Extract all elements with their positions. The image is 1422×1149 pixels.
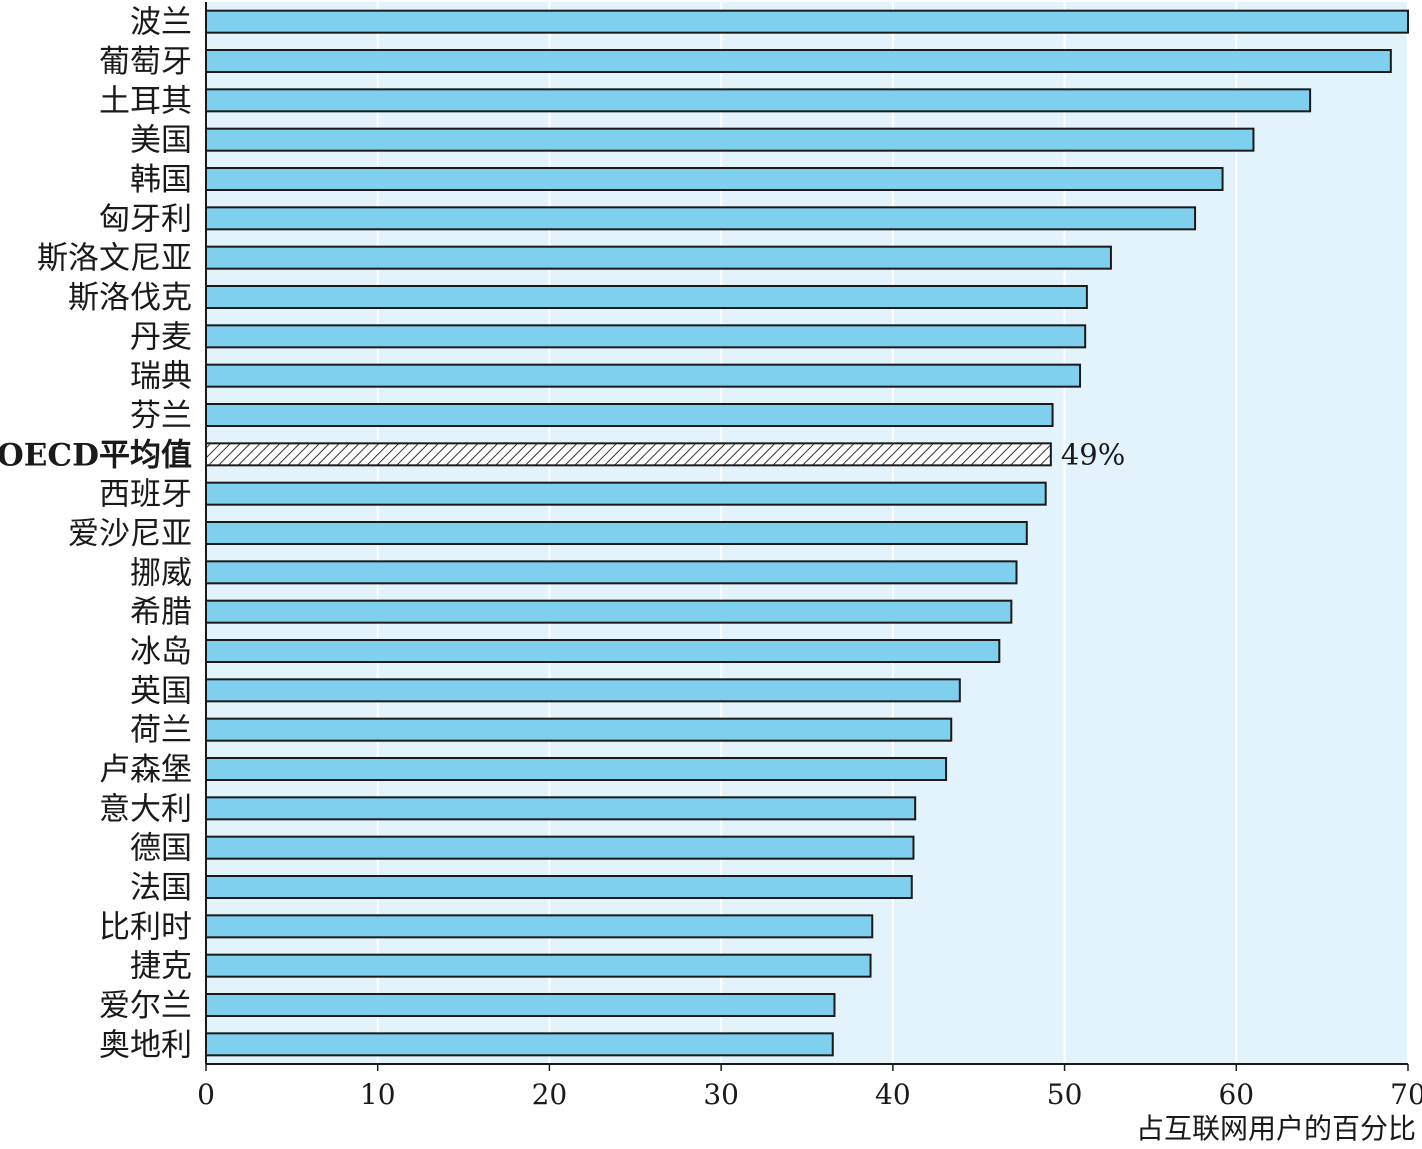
x-tick-label: 60 (1218, 1078, 1254, 1111)
category-label: 意大利 (99, 791, 192, 827)
category-label: 丹麦 (130, 319, 192, 355)
x-tick-label: 10 (360, 1078, 396, 1111)
bar (205, 9, 1409, 34)
bars (205, 9, 1409, 1057)
x-tick-label: 30 (703, 1078, 739, 1111)
category-label: 波兰 (130, 5, 192, 41)
bar (205, 521, 1028, 545)
bar (205, 599, 1013, 624)
category-label: 希腊 (130, 595, 192, 631)
category-label: 荷兰 (130, 713, 192, 749)
category-label: 英国 (130, 673, 192, 709)
category-label: 土耳其 (99, 83, 192, 119)
bar (205, 49, 1392, 73)
bar (205, 717, 953, 742)
x-tick-label: 40 (875, 1078, 911, 1111)
category-label: OECD平均值 (0, 437, 192, 473)
x-axis-title: 占互联网用户的百分比 (1136, 1112, 1416, 1145)
bar (205, 363, 1082, 388)
bar-oecd-average (205, 442, 1052, 467)
bar (205, 953, 872, 978)
x-tick-label: 0 (197, 1078, 215, 1111)
category-label: 葡萄牙 (99, 44, 192, 80)
bar (205, 914, 874, 939)
category-label: 比利时 (99, 909, 192, 945)
bar (205, 403, 1054, 427)
bar (205, 875, 913, 899)
bar (205, 835, 915, 860)
category-label: 爱尔兰 (99, 988, 192, 1024)
category-label: 匈牙利 (99, 201, 192, 237)
bar (205, 1032, 834, 1057)
category-label: 奥地利 (99, 1027, 192, 1063)
category-label: 冰岛 (130, 634, 192, 670)
bar (205, 757, 948, 781)
bar (205, 285, 1088, 309)
category-label: 爱沙尼亚 (68, 516, 192, 552)
bar (205, 560, 1018, 585)
category-label: 德国 (130, 831, 192, 867)
category-label: 美国 (130, 123, 192, 159)
bar (205, 639, 1001, 663)
bar (205, 88, 1312, 113)
bar (205, 324, 1087, 349)
bar (205, 993, 836, 1017)
x-tick-label: 50 (1047, 1078, 1083, 1111)
bar (205, 796, 917, 821)
bar (205, 206, 1197, 231)
category-label: 斯洛伐克 (68, 280, 192, 316)
bar (205, 481, 1047, 506)
category-label: 芬兰 (130, 398, 192, 434)
bar (205, 167, 1224, 191)
category-label: 韩国 (130, 162, 192, 198)
x-tick-label: 70 (1390, 1078, 1422, 1111)
category-label: 瑞典 (130, 359, 192, 395)
category-label: 捷克 (130, 949, 192, 985)
category-label: 卢森堡 (99, 752, 192, 788)
x-tick-labels: 0 10 20 30 40 50 60 70 (197, 1064, 1422, 1111)
category-label: 斯洛文尼亚 (37, 241, 192, 277)
category-label: 法国 (130, 870, 192, 906)
bar (205, 127, 1255, 152)
category-label: 挪威 (130, 555, 192, 591)
average-value-label: 49% (1061, 437, 1125, 471)
category-label: 西班牙 (99, 477, 192, 513)
bar (205, 245, 1112, 270)
bar (205, 678, 961, 703)
x-tick-label: 20 (532, 1078, 568, 1111)
